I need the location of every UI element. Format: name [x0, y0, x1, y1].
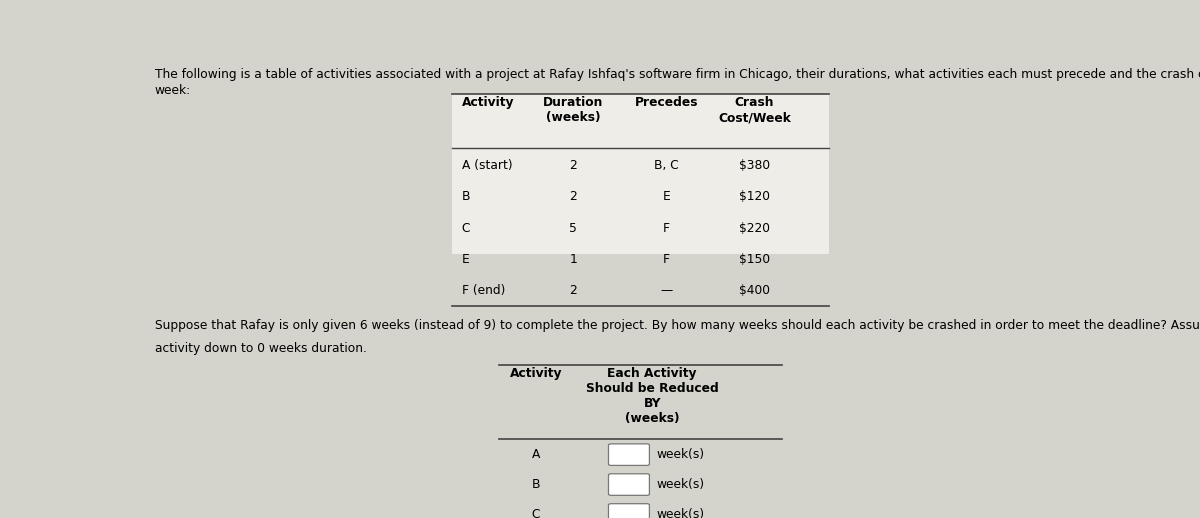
Text: Crash
Cost/Week: Crash Cost/Week [718, 96, 791, 124]
Text: $220: $220 [739, 222, 770, 235]
Text: Duration
(weeks): Duration (weeks) [542, 96, 604, 124]
Text: B, C: B, C [654, 160, 678, 172]
Text: week(s): week(s) [656, 448, 704, 461]
Text: Activity: Activity [462, 96, 514, 109]
Text: Activity: Activity [510, 367, 563, 380]
Text: $120: $120 [739, 191, 770, 204]
Text: B: B [532, 478, 540, 491]
Text: A (start): A (start) [462, 160, 512, 172]
Text: E: E [462, 253, 469, 266]
Text: F: F [662, 222, 670, 235]
Text: week(s): week(s) [656, 478, 704, 491]
Text: C: C [462, 222, 470, 235]
Text: Each Activity
Should be Reduced
BY
(weeks): Each Activity Should be Reduced BY (week… [586, 367, 719, 425]
Text: $150: $150 [739, 253, 770, 266]
Text: 2: 2 [569, 284, 577, 297]
Text: A: A [532, 448, 540, 461]
FancyBboxPatch shape [608, 503, 649, 518]
Text: $400: $400 [739, 284, 770, 297]
Text: 2: 2 [569, 191, 577, 204]
Text: E: E [662, 191, 670, 204]
FancyBboxPatch shape [608, 474, 649, 495]
Text: week:: week: [155, 84, 191, 97]
Text: 2: 2 [569, 160, 577, 172]
FancyBboxPatch shape [452, 94, 829, 254]
Text: Precedes: Precedes [635, 96, 698, 109]
Text: week(s): week(s) [656, 508, 704, 518]
Text: F: F [662, 253, 670, 266]
Text: C: C [532, 508, 540, 518]
Text: F (end): F (end) [462, 284, 505, 297]
Text: —: — [660, 284, 672, 297]
Text: B: B [462, 191, 470, 204]
FancyBboxPatch shape [608, 444, 649, 465]
Text: activity down to 0 weeks duration.: activity down to 0 weeks duration. [155, 342, 366, 355]
Text: 5: 5 [569, 222, 577, 235]
Text: The following is a table of activities associated with a project at Rafay Ishfaq: The following is a table of activities a… [155, 68, 1200, 81]
Text: 1: 1 [569, 253, 577, 266]
Text: $380: $380 [739, 160, 770, 172]
Text: Suppose that Rafay is only given 6 weeks (instead of 9) to complete the project.: Suppose that Rafay is only given 6 weeks… [155, 319, 1200, 332]
